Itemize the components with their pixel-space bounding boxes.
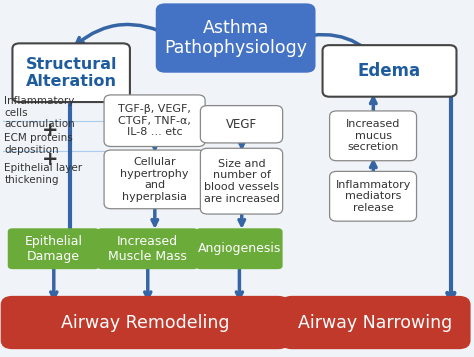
Text: Cellular
hypertrophy
and
hyperplasia: Cellular hypertrophy and hyperplasia <box>120 157 189 202</box>
FancyBboxPatch shape <box>0 296 290 349</box>
Text: +: + <box>42 150 59 169</box>
Text: Epithelial layer
thickening: Epithelial layer thickening <box>4 163 82 185</box>
FancyBboxPatch shape <box>280 296 471 349</box>
Text: Edema: Edema <box>358 62 421 80</box>
Text: Inflammatory
mediators
release: Inflammatory mediators release <box>336 180 411 213</box>
Text: Structural
Alteration: Structural Alteration <box>26 56 117 89</box>
Text: VEGF: VEGF <box>226 118 257 131</box>
Text: Angiogenesis: Angiogenesis <box>198 242 281 255</box>
FancyBboxPatch shape <box>329 171 417 221</box>
Text: Airway Remodeling: Airway Remodeling <box>61 313 229 332</box>
Text: ECM proteins
deposition: ECM proteins deposition <box>4 133 73 155</box>
FancyBboxPatch shape <box>329 111 417 161</box>
Text: Asthma
Pathophysiology: Asthma Pathophysiology <box>164 19 307 57</box>
Text: Epithelial
Damage: Epithelial Damage <box>25 235 82 263</box>
FancyBboxPatch shape <box>104 95 205 146</box>
FancyBboxPatch shape <box>196 228 283 269</box>
Text: Inflammatory
cells
accumulation: Inflammatory cells accumulation <box>4 96 75 129</box>
FancyBboxPatch shape <box>201 148 283 214</box>
Text: TGF-β, VEGF,
CTGF, TNF-α,
IL-8 ... etc: TGF-β, VEGF, CTGF, TNF-α, IL-8 ... etc <box>118 104 191 137</box>
FancyBboxPatch shape <box>323 45 456 97</box>
FancyBboxPatch shape <box>97 228 198 269</box>
FancyBboxPatch shape <box>156 3 316 73</box>
FancyBboxPatch shape <box>12 43 130 102</box>
Text: +: + <box>42 121 59 140</box>
FancyBboxPatch shape <box>104 150 205 209</box>
Text: Increased
Muscle Mass: Increased Muscle Mass <box>108 235 187 263</box>
FancyBboxPatch shape <box>8 228 100 269</box>
Text: Size and
number of
blood vessels
are increased: Size and number of blood vessels are inc… <box>203 159 280 203</box>
Text: Increased
mucus
secretion: Increased mucus secretion <box>346 119 400 152</box>
Text: Airway Narrowing: Airway Narrowing <box>298 313 453 332</box>
FancyBboxPatch shape <box>201 106 283 143</box>
